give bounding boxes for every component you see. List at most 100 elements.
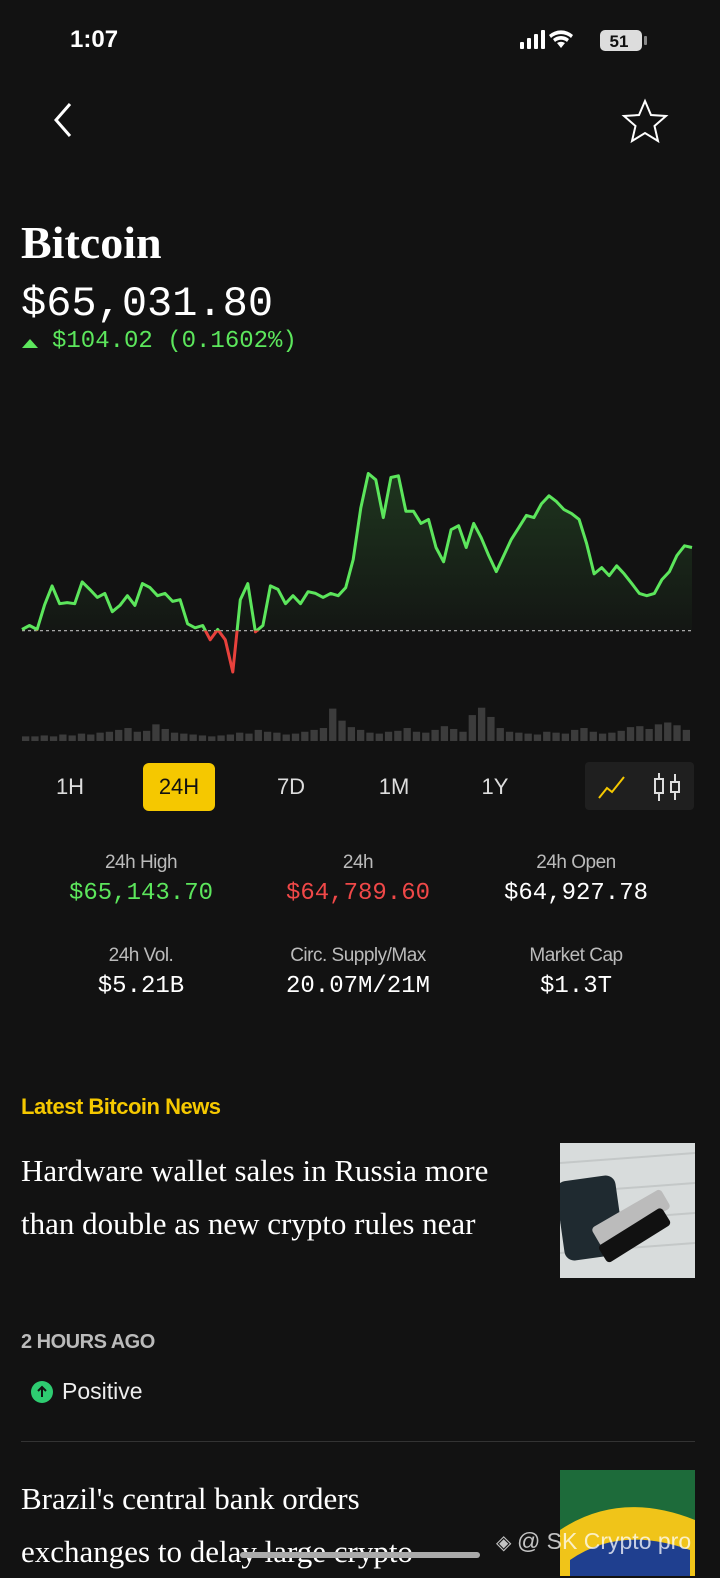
stat-value: $64,789.60 xyxy=(285,880,431,907)
volume-bar xyxy=(422,732,430,741)
volume-bar xyxy=(22,736,30,741)
favorite-button[interactable] xyxy=(620,98,670,146)
timeframe-tab[interactable]: 1M xyxy=(378,774,410,799)
volume-bar xyxy=(226,734,235,741)
volume-bar xyxy=(236,732,244,741)
divider xyxy=(21,1441,695,1442)
up-indicator xyxy=(22,339,38,348)
battery-level: 51 xyxy=(610,32,629,51)
price-area xyxy=(22,473,692,672)
volume-bar xyxy=(161,728,169,741)
volume-bar xyxy=(450,728,458,741)
volume-bar xyxy=(273,732,281,741)
sentiment-icon xyxy=(31,1381,53,1403)
coin-name: Bitcoin xyxy=(21,217,162,268)
volume-bar xyxy=(571,729,579,741)
volume-bar xyxy=(524,733,532,741)
volume-bar xyxy=(49,736,58,741)
watermark-text: @ SK Crypto pro xyxy=(516,1528,692,1554)
stat-label: Circ. Supply/Max xyxy=(290,945,426,966)
timeframe-tab[interactable]: 24H xyxy=(143,763,215,811)
price-chart xyxy=(21,472,693,741)
volume-bar xyxy=(431,729,439,741)
watermark-logo: ◈ xyxy=(496,1532,517,1554)
volume-bar xyxy=(477,707,486,741)
volume-bar xyxy=(580,728,588,741)
volume-bar xyxy=(198,735,207,741)
stat-value: $65,143.70 xyxy=(68,880,214,907)
price-line xyxy=(21,472,693,674)
back-button[interactable] xyxy=(40,98,80,142)
volume-bar xyxy=(664,722,672,741)
volume-bar xyxy=(105,731,114,741)
volume-bar xyxy=(180,733,188,741)
volume-bar xyxy=(394,730,402,741)
volume-bar xyxy=(291,733,300,741)
stat: 24h Vol. $5.21B xyxy=(31,945,251,1000)
volume-bar xyxy=(654,724,663,741)
volume-bar xyxy=(487,716,495,741)
volume-bar xyxy=(40,735,48,741)
stat: Circ. Supply/Max 20.07M/21M xyxy=(248,945,468,1000)
home-indicator xyxy=(240,1552,480,1558)
volume-bar xyxy=(496,728,504,741)
stat-label: 24h Vol. xyxy=(108,945,174,966)
volume-bar xyxy=(403,728,411,741)
volume-bar xyxy=(645,728,653,741)
volume-bar xyxy=(468,715,476,741)
volume-bar xyxy=(245,733,253,741)
article-image[interactable] xyxy=(560,1143,695,1278)
volume-bar xyxy=(626,727,635,741)
timeframe-tab[interactable]: 1Y xyxy=(481,774,509,799)
news-heading: Latest Bitcoin News xyxy=(21,1094,221,1119)
volume-bar xyxy=(375,733,383,741)
volume-bar xyxy=(282,734,290,741)
volume-bar xyxy=(124,728,132,741)
stat-label: 24h Open xyxy=(536,852,616,873)
volume-bar xyxy=(301,731,309,741)
volume-bar xyxy=(384,731,393,741)
stat: 24h Open $64,927.78 xyxy=(466,852,686,907)
volume-bar xyxy=(505,731,514,741)
volume-bar xyxy=(329,708,337,741)
volume-bar xyxy=(319,728,328,741)
stat-value: $64,927.78 xyxy=(503,880,649,907)
chart-type-toggle xyxy=(585,762,694,810)
stat-label: 24h High xyxy=(104,852,178,873)
timeframe-tab[interactable]: 7D xyxy=(276,774,306,799)
stat-value: $1.3T xyxy=(539,973,612,1000)
stat-value: 20.07M/21M xyxy=(285,973,431,1000)
volume-bar xyxy=(31,736,39,741)
timeframe-tab[interactable]: 1H xyxy=(55,774,85,799)
volume-bar xyxy=(673,725,681,741)
coin-price: $65,031.80 xyxy=(21,280,274,328)
volume-bar xyxy=(608,732,616,741)
volume-bar xyxy=(208,736,216,741)
volume-bar xyxy=(152,724,160,741)
stat-label: Market Cap xyxy=(529,945,623,966)
article-title[interactable]: Hardware wallet sales in Russia more tha… xyxy=(21,1153,489,1241)
volume-bar xyxy=(189,734,197,741)
volume-bar xyxy=(87,734,95,741)
volume-bar xyxy=(68,735,76,741)
volume-bar xyxy=(366,732,374,741)
volume-bar xyxy=(636,726,644,741)
status-icons: 51 xyxy=(520,30,647,51)
candle-chart-button[interactable] xyxy=(652,770,684,804)
sentiment-label: Positive xyxy=(62,1378,143,1404)
article-image[interactable] xyxy=(560,1470,695,1576)
stat: Market Cap $1.3T xyxy=(466,945,686,1000)
volume-bar xyxy=(598,733,607,741)
volume-bar xyxy=(589,731,597,741)
volume-bar xyxy=(133,731,141,741)
article-title[interactable]: Brazil's central bank orders exchanges t… xyxy=(21,1481,413,1569)
line-chart-button[interactable] xyxy=(597,772,627,802)
stat-label: 24h xyxy=(342,852,374,873)
volume-bar xyxy=(310,729,318,741)
price-change: $104.02 (0.1602%) xyxy=(52,328,297,355)
volume-bar xyxy=(357,729,365,741)
volume-bar xyxy=(142,730,151,741)
volume-bar xyxy=(515,732,523,741)
volume-bar xyxy=(59,734,67,741)
